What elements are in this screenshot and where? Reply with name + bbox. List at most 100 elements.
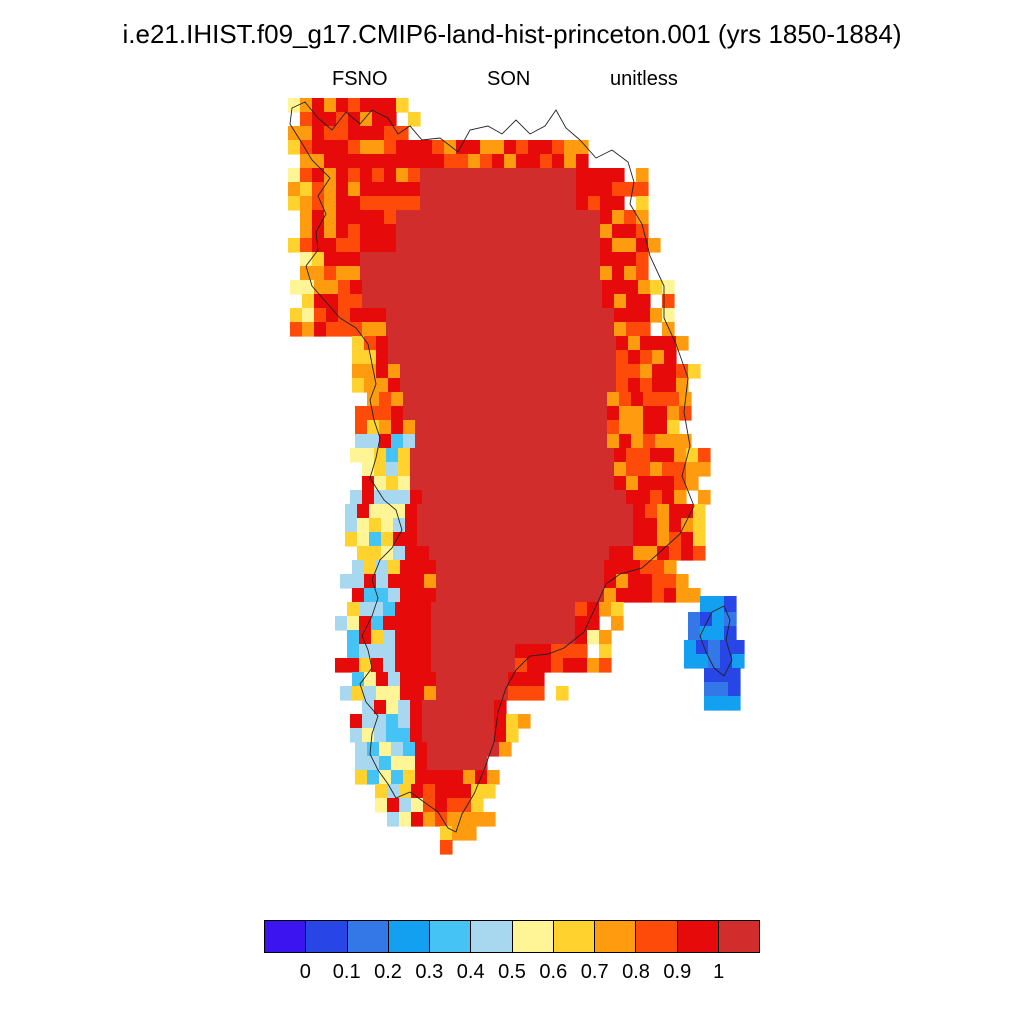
map-cell	[472, 364, 485, 379]
map-cell	[448, 336, 461, 351]
map-cell	[415, 742, 428, 757]
map-cell	[492, 140, 505, 155]
map-cell	[508, 672, 521, 687]
colorbar	[264, 920, 760, 953]
map-cell	[515, 630, 528, 645]
map-cell	[492, 168, 505, 183]
map-cell	[563, 602, 576, 617]
map-cell	[436, 378, 449, 393]
map-cell	[367, 770, 380, 785]
map-cell	[480, 224, 493, 239]
map-cell	[434, 490, 447, 505]
map-cell	[364, 378, 377, 393]
map-cell	[391, 392, 404, 407]
map-cell	[312, 154, 325, 169]
map-cell	[419, 616, 432, 631]
colorbar-box	[471, 921, 513, 952]
map-cell	[386, 462, 399, 477]
map-cell	[708, 640, 721, 655]
map-cell	[300, 98, 313, 113]
map-cell	[532, 378, 545, 393]
map-cell	[716, 696, 729, 711]
map-cell	[470, 322, 483, 337]
map-cell	[540, 140, 553, 155]
map-cell	[399, 798, 412, 813]
map-cell	[621, 504, 634, 519]
map-cell	[626, 476, 639, 491]
map-cell	[423, 812, 436, 827]
map-cell	[530, 322, 543, 337]
map-cell	[464, 826, 477, 841]
map-cell	[595, 392, 608, 407]
map-cell	[376, 364, 389, 379]
map-cell	[681, 504, 694, 519]
map-cell	[511, 420, 524, 435]
map-cell	[532, 560, 545, 575]
map-cell	[446, 462, 459, 477]
map-cell	[384, 252, 397, 267]
map-cell	[602, 448, 615, 463]
map-cell	[664, 560, 677, 575]
map-cell	[580, 560, 593, 575]
map-cell	[482, 448, 495, 463]
map-cell	[396, 182, 409, 197]
map-cell	[585, 518, 598, 533]
map-cell	[480, 140, 493, 155]
map-cell	[300, 224, 313, 239]
map-cell	[422, 476, 435, 491]
map-cell	[484, 350, 497, 365]
map-cell	[417, 504, 430, 519]
map-cell	[419, 630, 432, 645]
colorbar-tick-label: 0.8	[622, 961, 650, 983]
map-cell	[447, 784, 460, 799]
map-cell	[621, 532, 634, 547]
map-cell	[408, 210, 421, 225]
map-cell	[460, 560, 473, 575]
map-cell	[288, 238, 301, 253]
map-cell	[643, 420, 656, 435]
map-cell	[460, 378, 473, 393]
map-cell	[444, 238, 457, 253]
map-cell	[412, 378, 425, 393]
map-cell	[348, 266, 361, 281]
map-cell	[657, 532, 670, 547]
map-cell	[580, 364, 593, 379]
map-cell	[447, 798, 460, 813]
map-cell	[597, 546, 610, 561]
map-cell	[640, 378, 653, 393]
map-cell	[362, 280, 375, 295]
map-cell	[704, 668, 717, 683]
map-cell	[444, 154, 457, 169]
map-cell	[379, 420, 392, 435]
map-cell	[612, 224, 625, 239]
map-cell	[375, 798, 388, 813]
map-cell	[352, 672, 365, 687]
map-cell	[503, 602, 516, 617]
map-cell	[460, 364, 473, 379]
map-cell	[566, 322, 579, 337]
map-cell	[609, 546, 622, 561]
map-cell	[530, 448, 543, 463]
map-cell	[544, 364, 557, 379]
map-cell	[528, 182, 541, 197]
map-cell	[652, 574, 665, 589]
map-cell	[487, 420, 500, 435]
map-cell	[597, 504, 610, 519]
map-cell	[578, 490, 591, 505]
map-cell	[518, 462, 531, 477]
colorbar-labels: 0 0.1 0.2 0.3 0.4 0.5 0.6 0.7 0.8 0.9 1	[264, 958, 760, 986]
map-cell	[369, 518, 382, 533]
map-cell	[626, 308, 639, 323]
map-cell	[588, 196, 601, 211]
map-cell	[350, 728, 363, 743]
map-cell	[508, 336, 521, 351]
map-cell	[312, 168, 325, 183]
map-cell	[595, 434, 608, 449]
map-cell	[472, 686, 485, 701]
map-cell	[432, 182, 445, 197]
map-cell	[504, 252, 517, 267]
map-cell	[496, 364, 509, 379]
map-cell	[364, 672, 377, 687]
map-cell	[335, 616, 348, 631]
map-cell	[480, 210, 493, 225]
